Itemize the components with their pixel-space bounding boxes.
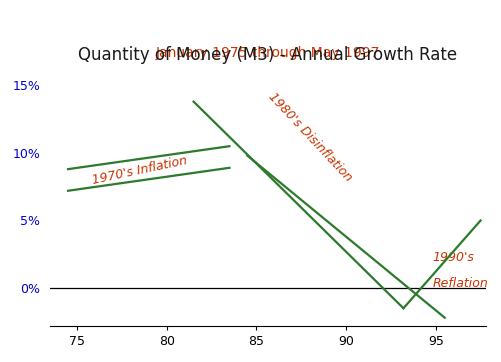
Text: Reflation: Reflation [432,277,488,290]
Text: 1990's: 1990's [432,251,474,264]
Text: 1980's Disinflation: 1980's Disinflation [266,90,354,184]
Text: 1970's Inflation: 1970's Inflation [91,154,189,187]
Title: Quantity of Money (M3) - Annual Growth Rate: Quantity of Money (M3) - Annual Growth R… [79,46,457,64]
Text: January 1975 through May 1997: January 1975 through May 1997 [156,46,380,60]
